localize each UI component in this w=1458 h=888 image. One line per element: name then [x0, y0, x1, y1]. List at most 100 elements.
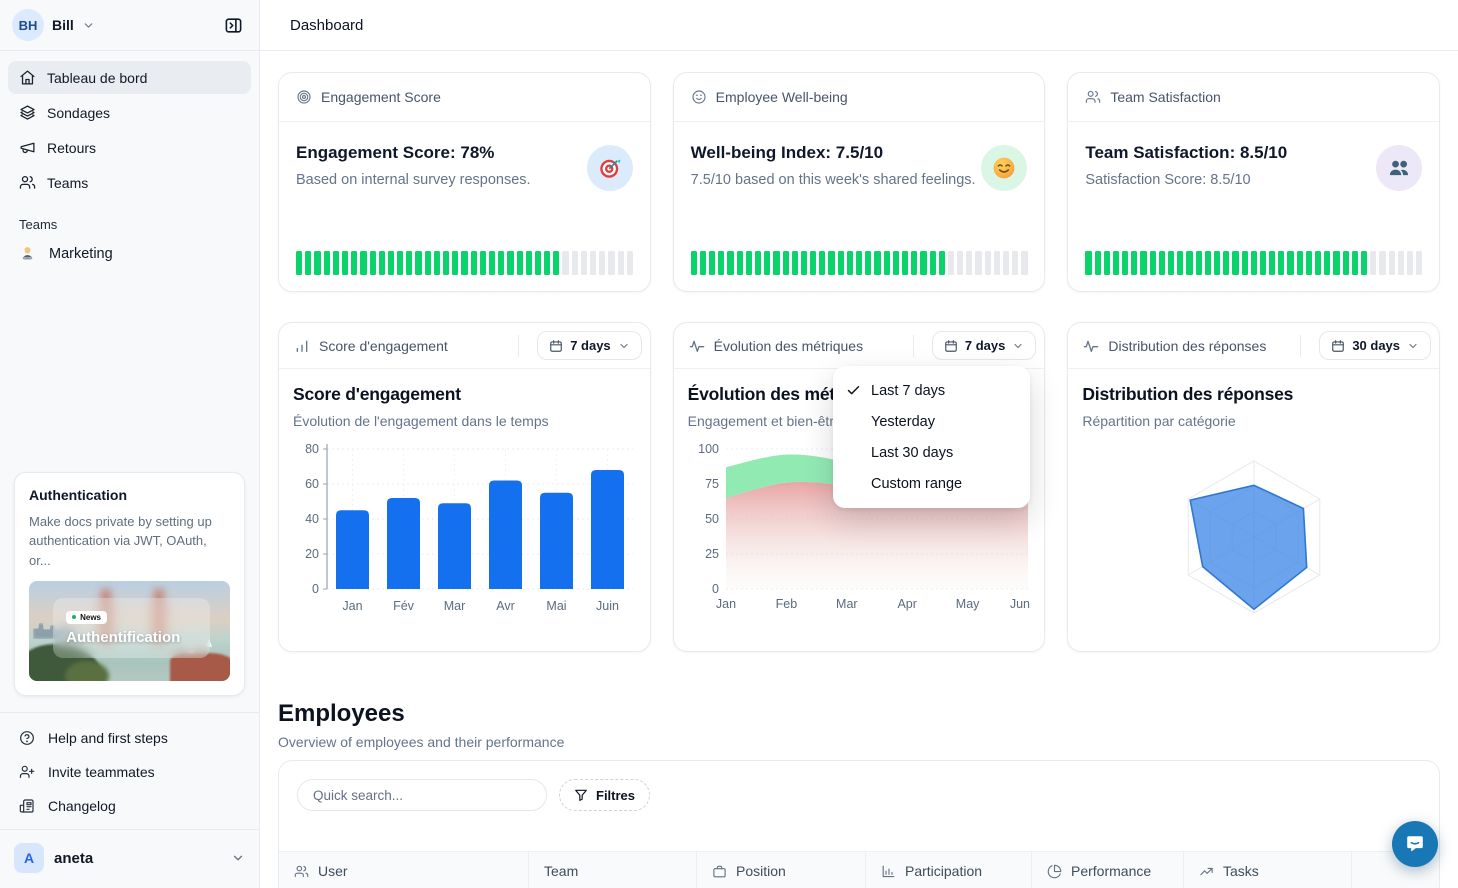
stat-subtitle: 7.5/10 based on this week's shared feeli…	[690, 172, 976, 188]
progress-segment	[1094, 251, 1101, 275]
column-header-performance[interactable]: Performance	[1032, 852, 1184, 888]
column-header-participation[interactable]: Participation	[866, 852, 1032, 888]
svg-text:Avr: Avr	[496, 599, 515, 613]
chevron-down-icon	[1409, 343, 1417, 348]
progress-segment	[1241, 251, 1248, 275]
chevron-down-icon	[82, 19, 95, 32]
chart-card-header: Score d'engagement 7 days	[279, 323, 650, 369]
progress-segment	[488, 251, 496, 275]
progress-segment	[1122, 251, 1129, 275]
sidebar-item-changelog[interactable]: Changelog	[8, 789, 251, 823]
svg-text:Jun: Jun	[1010, 597, 1030, 611]
progress-segment	[938, 251, 945, 275]
chart-subtitle: Répartition par catégorie	[1082, 413, 1236, 429]
trend-up-icon	[1199, 864, 1214, 879]
divider	[1300, 334, 1302, 357]
progress-segment	[1406, 251, 1414, 275]
sidebar-nav: Tableau de bord Sondages Retours Teams	[0, 51, 259, 201]
date-range-button[interactable]: 30 days	[1319, 331, 1432, 360]
calendar-icon	[1332, 339, 1345, 352]
search-input[interactable]	[297, 779, 547, 811]
chart-card-body: Distribution des réponses Répartition pa…	[1068, 369, 1439, 625]
progress-segment	[1351, 251, 1358, 275]
promo-image-title: Authentification	[66, 628, 181, 646]
progress-segment	[1342, 251, 1349, 275]
workspace-switcher[interactable]: A aneta	[0, 829, 259, 888]
sidebar-item-teams[interactable]: Teams	[8, 166, 251, 199]
promo-card-authentication[interactable]: Authentication Make docs private by sett…	[14, 471, 245, 696]
progress-segment	[415, 251, 422, 275]
workspace-name: aneta	[54, 849, 94, 867]
progress-segment	[314, 251, 321, 275]
column-header-team[interactable]: Team	[529, 852, 697, 888]
column-header-position[interactable]: Position	[697, 852, 866, 888]
svg-text:0: 0	[712, 582, 719, 596]
progress-segment	[745, 251, 752, 275]
progress-segment	[911, 251, 918, 275]
sidebar-user-row[interactable]: BH Bill	[0, 0, 259, 50]
target-icon	[296, 89, 312, 105]
date-range-button[interactable]: 7 days	[931, 331, 1037, 360]
sidebar-item-help[interactable]: Help and first steps	[8, 721, 251, 755]
employees-section: Employees Overview of employees and thei…	[278, 700, 1440, 888]
sidebar-item-tableau-de-bord[interactable]: Tableau de bord	[8, 61, 251, 94]
promo-image-glass-card: News Authentification	[53, 598, 210, 658]
column-header-user[interactable]: User	[279, 852, 529, 888]
progress-segment	[718, 251, 725, 275]
stat-title: Team Satisfaction: 8.5/10	[1085, 143, 1288, 162]
filters-button[interactable]: Filtres	[559, 779, 651, 811]
progress-bar	[296, 251, 633, 275]
sidebar-item-sondages[interactable]: Sondages	[8, 96, 251, 129]
svg-text:May: May	[955, 597, 979, 611]
progress-segment	[296, 251, 303, 275]
chevron-down-icon	[1014, 343, 1022, 348]
progress-segment	[782, 251, 789, 275]
users-icon	[1085, 89, 1101, 105]
newspaper-icon	[19, 798, 35, 814]
progress-segment	[525, 251, 532, 275]
progress-segment	[947, 251, 955, 275]
progress-segment	[975, 251, 982, 275]
progress-segment	[1296, 251, 1303, 275]
panel-collapse-icon	[224, 16, 243, 35]
stat-card-header-label: Employee Well-being	[715, 89, 848, 105]
column-header-tasks[interactable]: Tasks	[1184, 852, 1352, 888]
sidebar-divider	[0, 50, 259, 51]
collapse-sidebar-button[interactable]	[219, 11, 247, 39]
user-avatar[interactable]: BH	[12, 9, 44, 41]
progress-segment	[544, 251, 551, 275]
svg-text:Mar: Mar	[444, 599, 466, 613]
activity-icon	[1084, 340, 1099, 352]
progress-segment	[360, 251, 367, 275]
svg-text:Feb: Feb	[775, 597, 797, 611]
progress-segment	[1278, 251, 1285, 275]
menu-item-yesterday[interactable]: Yesterday	[833, 406, 1030, 437]
progress-segment	[1131, 251, 1138, 275]
progress-segment	[534, 251, 542, 275]
progress-segment	[819, 251, 826, 275]
bar-chart: 0 20 40 60 80 Jan Fév Mar Avr Mai Juin	[305, 442, 633, 613]
home-icon	[19, 69, 36, 86]
sidebar-item-marketing[interactable]: Marketing	[0, 236, 259, 271]
progress-segment	[901, 251, 909, 275]
chart-card-engagement: Score d'engagement 7 days Score d'engage…	[278, 322, 651, 652]
progress-segment	[1388, 251, 1395, 275]
progress-segment	[433, 251, 440, 275]
menu-item-custom-range[interactable]: Custom range	[833, 468, 1030, 499]
date-range-button[interactable]: 7 days	[537, 331, 642, 360]
promo-image[interactable]: News Authentification	[29, 581, 230, 681]
svg-text:100: 100	[698, 442, 719, 456]
menu-item-last-7-days[interactable]: Last 7 days	[833, 375, 1030, 406]
progress-segment	[1021, 251, 1028, 275]
user-name: Bill	[52, 17, 74, 33]
menu-item-last-30-days[interactable]: Last 30 days	[833, 437, 1030, 468]
chat-launcher-button[interactable]	[1392, 821, 1438, 867]
stat-card-wellbeing: Employee Well-being Well-being Index: 7.…	[672, 72, 1046, 292]
progress-segment	[883, 251, 890, 275]
sidebar-item-invite[interactable]: Invite teammates	[8, 755, 251, 789]
people-emoji-icon	[1386, 155, 1412, 181]
sidebar-item-retours[interactable]: Retours	[8, 131, 251, 164]
news-badge: News	[66, 610, 108, 624]
progress-segment	[1149, 251, 1156, 275]
page-title: Dashboard	[290, 16, 364, 34]
